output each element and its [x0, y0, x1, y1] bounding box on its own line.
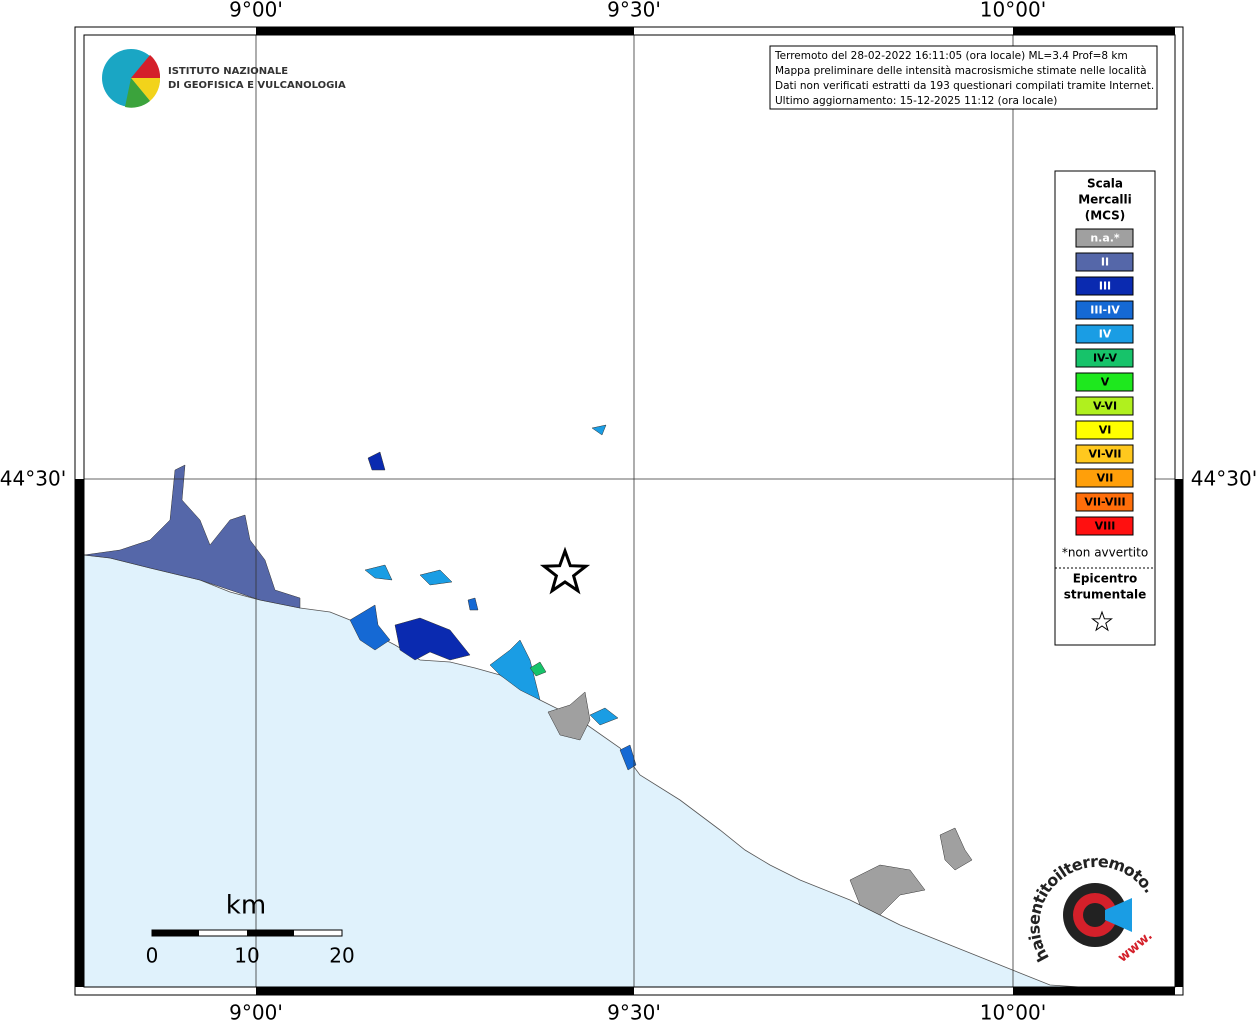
logo-segment: [131, 78, 161, 101]
scale-unit: km: [226, 891, 266, 921]
legend-epicenter: Epicentro: [1073, 572, 1138, 586]
legend-swatch: [1075, 396, 1134, 416]
longitude-label: 10°00': [980, 0, 1046, 22]
intensity-area: [529, 661, 547, 677]
legend-epicenter: strumentale: [1064, 588, 1147, 602]
longitude-label: 9°30': [607, 1001, 661, 1025]
frame-band: [1013, 27, 1175, 35]
legend-swatch: [1075, 516, 1134, 536]
legend-label: V: [1101, 376, 1110, 389]
legend-title: Scala: [1087, 177, 1123, 191]
intensity-area: [83, 464, 301, 609]
legend-title: Mercalli: [1078, 193, 1132, 207]
legend-label: VII: [1097, 472, 1114, 485]
legend-swatch: [1075, 492, 1134, 512]
scale-tick: 0: [146, 944, 159, 968]
legend-label: VIII: [1095, 520, 1116, 533]
latitude-label: 44°30': [1191, 467, 1257, 491]
legend-label: VII-VIII: [1084, 496, 1125, 509]
info-line: Mappa preliminare delle intensità macros…: [775, 65, 1147, 77]
intensity-area: [364, 564, 393, 581]
legend-label: III-IV: [1090, 304, 1120, 317]
legend-label: n.a.*: [1090, 232, 1120, 245]
intensity-area: [489, 639, 541, 701]
intensity-area: [939, 827, 973, 871]
scale-bar-segment: [247, 930, 294, 936]
scale-bar-segment: [152, 930, 199, 936]
legend-swatch: [1075, 372, 1134, 392]
legend-swatch: [1075, 300, 1134, 320]
intensity-area: [547, 691, 591, 741]
longitude-label: 9°00': [229, 1001, 283, 1025]
intensity-area: [467, 597, 479, 611]
legend-swatch: [1075, 468, 1134, 488]
info-line: Terremoto del 28-02-2022 16:11:05 (ora l…: [774, 50, 1128, 62]
info-box: [769, 45, 1158, 110]
scale-tick: 20: [329, 944, 354, 968]
frame-band: [256, 987, 634, 995]
legend-label: II: [1101, 256, 1109, 269]
frame-band: [256, 27, 634, 35]
longitude-label: 9°30': [607, 0, 661, 22]
intensity-area: [589, 707, 619, 726]
badge-speaker: [1105, 898, 1132, 932]
legend-swatch: [1075, 324, 1134, 344]
legend-title: (MCS): [1085, 209, 1126, 223]
legend-label: IV: [1099, 328, 1112, 341]
intensity-area: [591, 424, 607, 436]
badge-ring: [1083, 903, 1107, 927]
intensity-area: [849, 864, 926, 916]
logo-text: ISTITUTO NAZIONALE: [168, 66, 288, 77]
legend-swatch: [1075, 228, 1134, 248]
scale-tick: 10: [234, 944, 259, 968]
legend-swatch: [1075, 252, 1134, 272]
legend-label: III: [1099, 280, 1111, 293]
legend-label: IV-V: [1093, 352, 1118, 365]
logo-text: DI GEOFISICA E VULCANOLOGIA: [168, 80, 346, 91]
longitude-label: 10°00': [980, 1001, 1046, 1025]
legend-label: VI-VII: [1088, 448, 1121, 461]
intensity-area: [367, 451, 386, 471]
legend-note: *non avvertito: [1062, 546, 1148, 560]
legend-swatch: [1075, 276, 1134, 296]
epicenter-star: [539, 546, 591, 595]
logo-segment: [125, 78, 150, 108]
legend-star: [1091, 610, 1113, 632]
intensity-area: [349, 604, 391, 651]
legend-swatch: [1075, 348, 1134, 368]
frame-band: [1013, 987, 1175, 995]
info-line: Dati non verificati estratti da 193 ques…: [775, 80, 1154, 92]
legend-label: VI: [1099, 424, 1112, 437]
intensity-area: [619, 744, 637, 771]
longitude-label: 9°00': [229, 0, 283, 22]
latitude-label: 44°30': [0, 467, 66, 491]
intensity-area: [419, 569, 453, 586]
logo-segment: [131, 55, 161, 78]
info-line: Ultimo aggiornamento: 15-12-2025 11:12 (…: [775, 95, 1057, 107]
intensity-area: [394, 617, 471, 661]
legend-swatch: [1075, 444, 1134, 464]
frame-band: [1175, 479, 1183, 987]
frame-band: [75, 479, 84, 987]
legend-swatch: [1075, 420, 1134, 440]
legend-label: V-VI: [1093, 400, 1117, 413]
